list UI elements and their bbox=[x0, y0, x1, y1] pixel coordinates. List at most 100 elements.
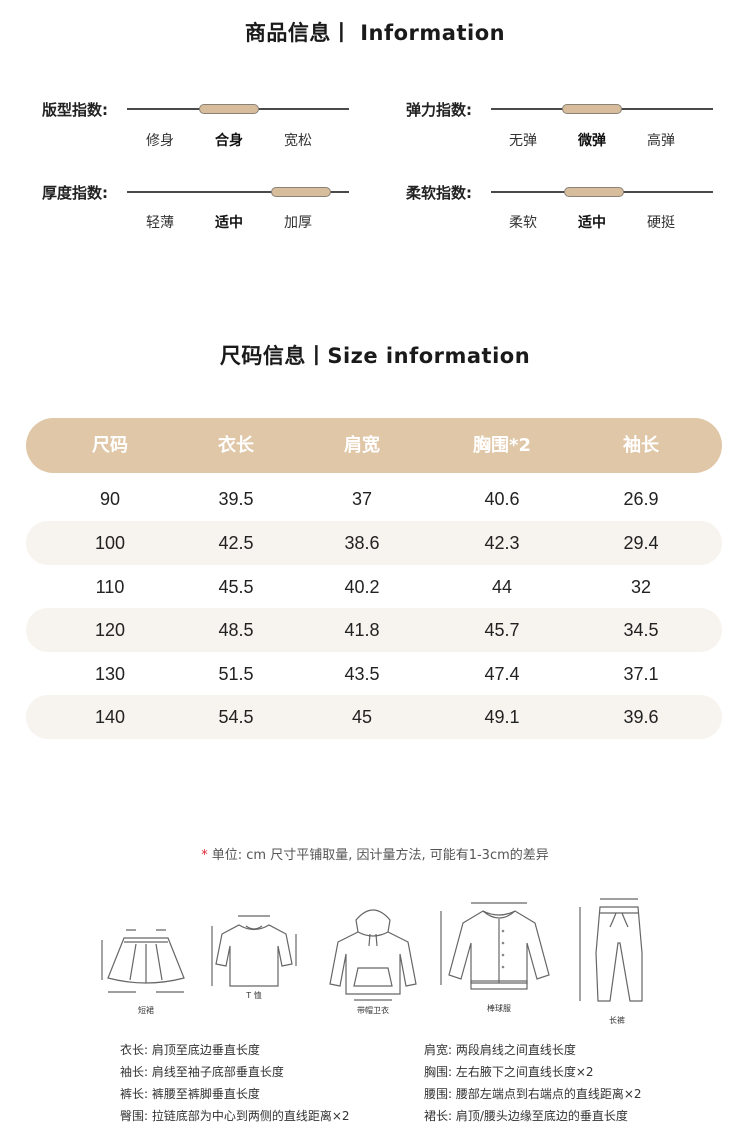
cell-size: 110 bbox=[95, 577, 125, 597]
hoodie-diagram: 带帽卫衣 bbox=[318, 890, 428, 1015]
fit-option: 宽松 bbox=[284, 133, 312, 149]
fit-index-label: 版型指数: bbox=[42, 101, 108, 119]
measurement-note: * 单位: cm 尺寸平铺取量, 因计量方法, 可能有1-3cm的差异 bbox=[0, 844, 750, 863]
softness-option: 硬挺 bbox=[647, 215, 675, 231]
cell-shoulder: 43.5 bbox=[344, 664, 380, 684]
definition-value: 腰部左端点到右端点的直线距离×2 bbox=[455, 1087, 642, 1101]
column-header-chest: 胸围*2 bbox=[473, 435, 531, 456]
softness-index-marker bbox=[564, 187, 624, 197]
definition-item: 袖长: 肩线至袖子底部垂直长度 bbox=[120, 1061, 350, 1083]
pants-diagram: 长裤 bbox=[572, 893, 662, 1028]
note-text: 单位: cm 尺寸平铺取量, 因计量方法, 可能有1-3cm的差异 bbox=[211, 848, 549, 863]
baseball-jacket-diagram: 棒球服 bbox=[437, 895, 561, 1020]
fit-option: 修身 bbox=[146, 133, 174, 149]
cell-sleeve: 29.4 bbox=[623, 533, 659, 553]
cell-shoulder: 37 bbox=[351, 489, 373, 509]
tshirt-icon bbox=[211, 915, 297, 987]
stretch-option: 高弹 bbox=[647, 133, 675, 149]
definition-item: 衣长: 肩顶至底边垂直长度 bbox=[120, 1039, 350, 1061]
thickness-index-label: 厚度指数: bbox=[42, 184, 108, 202]
definition-item: 肩宽: 两段肩线之间直线长度 bbox=[424, 1039, 642, 1061]
cell-sleeve: 37.1 bbox=[623, 664, 659, 684]
definition-key: 衣长: bbox=[120, 1043, 149, 1057]
fit-index-marker bbox=[199, 104, 259, 114]
stretch-index-label: 弹力指数: bbox=[406, 101, 472, 119]
table-row: 90 39.5 37 40.6 26.9 bbox=[26, 477, 722, 521]
definitions-left: 衣长: 肩顶至底边垂直长度 袖长: 肩线至袖子底部垂直长度 裤长: 裤腰至裤脚垂… bbox=[120, 1039, 350, 1127]
definition-value: 左右腋下之间直线长度×2 bbox=[455, 1065, 594, 1079]
table-row: 120 48.5 41.8 45.7 34.5 bbox=[26, 608, 722, 652]
table-row: 100 42.5 38.6 42.3 29.4 bbox=[26, 521, 722, 565]
column-header-shoulder: 肩宽 bbox=[344, 435, 380, 456]
definition-key: 肩宽: bbox=[424, 1043, 453, 1057]
cell-sleeve: 39.6 bbox=[623, 707, 659, 727]
cell-sleeve: 26.9 bbox=[623, 489, 659, 509]
stretch-option-selected: 微弹 bbox=[578, 133, 606, 149]
definition-key: 胸围: bbox=[424, 1065, 453, 1079]
softness-index-label: 柔软指数: bbox=[406, 184, 472, 202]
cell-size: 130 bbox=[94, 664, 126, 684]
pants-caption: 长裤 bbox=[609, 1016, 625, 1025]
thickness-option: 适中 bbox=[215, 215, 243, 231]
cell-length: 54.5 bbox=[218, 707, 254, 727]
definition-key: 臀围: bbox=[120, 1109, 149, 1123]
cell-shoulder: 41.8 bbox=[344, 620, 380, 640]
cell-chest: 47.4 bbox=[484, 664, 520, 684]
table-row: 130 51.5 43.5 47.4 37.1 bbox=[26, 652, 722, 696]
column-header-sleeve: 袖长 bbox=[623, 435, 659, 456]
definition-key: 裤长: bbox=[120, 1087, 149, 1101]
definition-item: 裙长: 肩顶/腰头边缘至底边的垂直长度 bbox=[424, 1105, 642, 1127]
thickness-index-track bbox=[127, 191, 349, 193]
cell-shoulder: 40.2 bbox=[344, 577, 380, 597]
column-header-size: 尺码 bbox=[92, 435, 128, 456]
cell-length: 48.5 bbox=[218, 620, 254, 640]
tshirt-diagram: T 恤 bbox=[204, 890, 304, 1015]
hoodie-caption: 带帽卫衣 bbox=[357, 1006, 389, 1015]
definition-value: 肩顶/腰头边缘至底边的垂直长度 bbox=[455, 1109, 628, 1123]
size-table-header: 尺码 衣长 肩宽 胸围*2 袖长 bbox=[26, 418, 722, 473]
definition-key: 裙长: bbox=[424, 1109, 453, 1123]
skirt-icon bbox=[101, 926, 185, 995]
table-row: 140 54.5 45 49.1 39.6 bbox=[26, 695, 722, 739]
table-row: 110 45.5 40.2 44 32 bbox=[26, 565, 722, 609]
cell-sleeve: 34.5 bbox=[623, 620, 659, 640]
stretch-option: 无弹 bbox=[509, 133, 537, 149]
definition-value: 肩线至袖子底部垂直长度 bbox=[151, 1065, 284, 1079]
cell-chest: 49.1 bbox=[484, 707, 520, 727]
baseball-jacket-icon bbox=[440, 902, 550, 990]
skirt-caption: 短裙 bbox=[138, 1006, 154, 1015]
thickness-index-marker bbox=[271, 187, 331, 197]
definition-item: 腰围: 腰部左端点到右端点的直线距离×2 bbox=[424, 1083, 642, 1105]
softness-option-selected: 适中 bbox=[578, 215, 606, 231]
cell-size: 90 bbox=[99, 489, 121, 509]
definition-value: 肩顶至底边垂直长度 bbox=[151, 1043, 260, 1057]
cell-shoulder: 38.6 bbox=[344, 533, 380, 553]
stretch-index-marker bbox=[562, 104, 622, 114]
note-star: * bbox=[201, 848, 208, 863]
fit-option-selected: 合身 bbox=[215, 133, 243, 149]
tshirt-caption: T 恤 bbox=[246, 991, 262, 1000]
definition-key: 腰围: bbox=[424, 1087, 453, 1101]
product-info-title: 商品信息丨 Information bbox=[244, 21, 506, 45]
skirt-diagram: 短裙 bbox=[96, 890, 196, 1015]
column-header-length: 衣长 bbox=[218, 435, 254, 456]
softness-option: 柔软 bbox=[509, 215, 537, 231]
thickness-option: 轻薄 bbox=[146, 215, 174, 231]
definition-item: 胸围: 左右腋下之间直线长度×2 bbox=[424, 1061, 642, 1083]
hoodie-icon bbox=[329, 909, 417, 1001]
baseball-jacket-caption: 棒球服 bbox=[487, 1004, 511, 1013]
cell-length: 39.5 bbox=[218, 489, 254, 509]
cell-sleeve: 32 bbox=[630, 577, 652, 597]
cell-size: 100 bbox=[94, 533, 126, 553]
definition-value: 裤腰至裤脚垂直长度 bbox=[151, 1087, 260, 1101]
definitions-right: 肩宽: 两段肩线之间直线长度 胸围: 左右腋下之间直线长度×2 腰围: 腰部左端… bbox=[424, 1039, 642, 1127]
cell-chest: 42.3 bbox=[484, 533, 520, 553]
definition-item: 裤长: 裤腰至裤脚垂直长度 bbox=[120, 1083, 350, 1105]
pants-icon bbox=[579, 898, 643, 1002]
size-info-title: 尺码信息丨Size information bbox=[219, 344, 531, 368]
cell-shoulder: 45 bbox=[351, 707, 373, 727]
cell-size: 120 bbox=[94, 620, 126, 640]
cell-length: 45.5 bbox=[218, 577, 254, 597]
cell-chest: 40.6 bbox=[484, 489, 520, 509]
thickness-option-selected: 加厚 bbox=[284, 215, 312, 231]
